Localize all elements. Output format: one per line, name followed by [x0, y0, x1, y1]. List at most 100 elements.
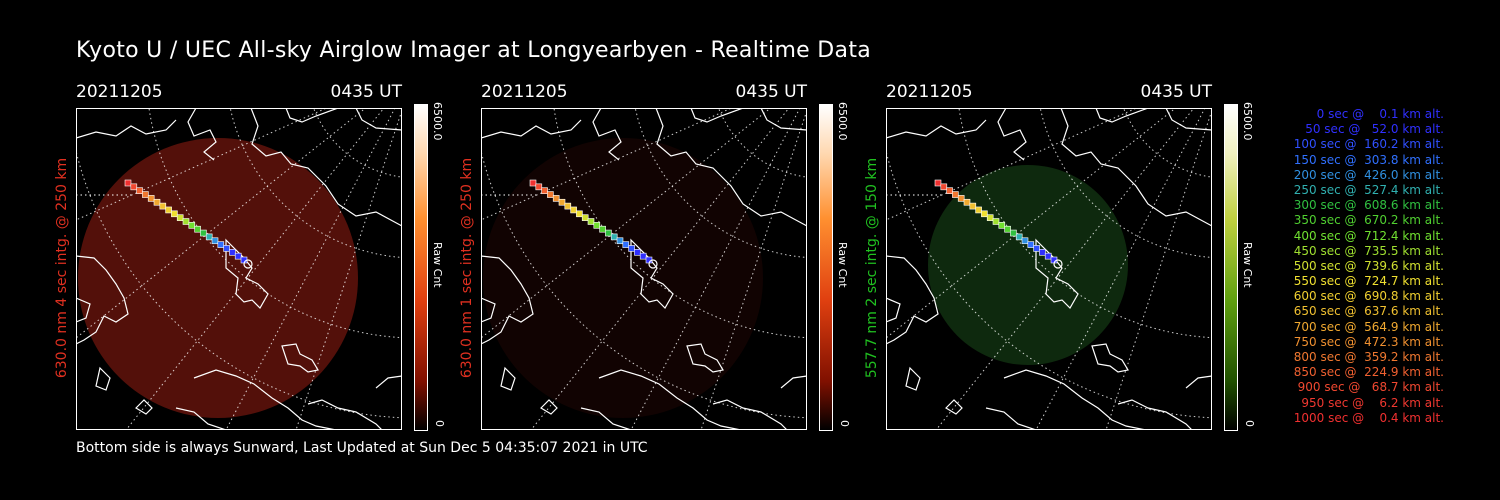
legend-entry: 1000 sec @ 0.4 km alt. [1293, 410, 1444, 425]
panel-date: 20211205 [481, 82, 568, 102]
trajectory-point [1027, 241, 1035, 248]
coastline [500, 366, 516, 391]
trajectory-point [628, 245, 635, 252]
trajectory-point [963, 198, 971, 206]
colorbar-min-label: 0 [838, 420, 851, 427]
coastline [1035, 238, 1079, 309]
trajectory-point [616, 237, 624, 245]
colorbar-min-label: 0 [433, 420, 446, 427]
coastline [1165, 108, 1212, 131]
coastline [95, 366, 111, 391]
coastline [76, 297, 91, 323]
trajectory-point [986, 214, 994, 221]
coastline [686, 343, 724, 373]
coastline [886, 119, 987, 139]
footer-status: Bottom side is always Sunward, Last Upda… [76, 440, 648, 456]
trajectory-point [165, 206, 172, 214]
trajectory-point [1021, 237, 1029, 245]
longitude-grid-line [481, 108, 772, 339]
coastline [598, 369, 742, 430]
trajectory-point [200, 229, 207, 237]
coastline [540, 399, 558, 415]
page-title: Kyoto U / UEC All-sky Airglow Imager at … [76, 38, 872, 63]
longitude-grid-line [1105, 108, 1212, 430]
coastline [375, 375, 402, 389]
coastline [690, 108, 744, 123]
coastline [481, 255, 534, 345]
trajectory-point [952, 191, 959, 198]
legend-entry: 350 sec @ 670.2 km alt. [1289, 213, 1444, 228]
legend-entry: 900 sec @ 68.7 km alt. [1293, 380, 1444, 395]
trajectory-point [634, 249, 641, 256]
legend-entry: 600 sec @ 690.8 km alt. [1289, 289, 1444, 304]
trajectory-point [946, 187, 953, 194]
coastline [655, 108, 807, 227]
coastline [630, 238, 674, 309]
coastline [135, 399, 153, 415]
trajectory-point [547, 191, 554, 198]
trajectory-point [975, 206, 982, 214]
trajectory-point [171, 210, 178, 218]
trajectory-point [998, 222, 1006, 229]
trajectory-point [217, 241, 225, 248]
legend-entry: 550 sec @ 724.7 km alt. [1289, 274, 1444, 289]
coastline [945, 399, 963, 415]
trajectory-point [1033, 245, 1040, 252]
trajectory-point [992, 218, 1000, 225]
coastline [760, 108, 807, 131]
legend-entry: 750 sec @ 472.3 km alt. [1289, 334, 1444, 349]
panel-time: 0435 UT [735, 82, 808, 102]
panel-time: 0435 UT [1140, 82, 1213, 102]
map-frame [481, 108, 807, 430]
legend-entry: 150 sec @ 303.8 km alt. [1289, 152, 1444, 167]
trajectory-point [159, 202, 167, 210]
colorbar-unit-label: Raw Cnt [431, 242, 444, 288]
coastline [712, 399, 788, 430]
legend-entry: 950 sec @ 6.2 km alt. [1297, 395, 1444, 410]
coastline [1091, 343, 1129, 373]
trajectory-point [136, 187, 143, 194]
coastline [481, 119, 582, 139]
map-background [481, 108, 807, 430]
trajectory-point [605, 229, 612, 237]
trajectory-point [940, 183, 948, 191]
trajectory-point [229, 249, 236, 256]
longitude-grid-line [295, 108, 402, 430]
colorbar [414, 104, 428, 431]
trajectory-point [1039, 249, 1046, 256]
map-background [886, 108, 1212, 430]
coastline [1060, 108, 1212, 227]
trajectory-point [581, 214, 589, 221]
trajectory-point [124, 179, 132, 187]
panel-side-label: 557.7 nm 2 sec intg. @ 150 km [864, 157, 880, 379]
trajectory-point [552, 195, 560, 202]
legend-entry: 200 sec @ 426.0 km alt. [1289, 167, 1444, 182]
airglow-field [483, 138, 763, 418]
allsky-map [76, 108, 402, 430]
longitude-grid-line [76, 108, 367, 339]
map-frame [886, 108, 1212, 430]
legend-entry: 50 sec @ 52.0 km alt. [1297, 122, 1444, 137]
colorbar-unit-label: Raw Cnt [1241, 242, 1254, 288]
trajectory-point [593, 222, 601, 229]
trajectory-point [147, 195, 155, 202]
coastline [905, 366, 921, 391]
legend-entry: 800 sec @ 359.2 km alt. [1289, 350, 1444, 364]
longitude-grid-line [530, 108, 790, 430]
coastline [481, 297, 496, 323]
trajectory-point [223, 245, 230, 252]
trajectory-point [188, 222, 196, 229]
longitude-grid-line [700, 108, 807, 430]
allsky-map [481, 108, 807, 430]
coastline [250, 108, 402, 227]
coastline [1117, 399, 1193, 430]
trajectory-point [541, 187, 548, 194]
legend-entry: 300 sec @ 608.6 km alt. [1289, 198, 1444, 213]
trajectory-point [1015, 233, 1023, 241]
colorbar-unit-label: Raw Cnt [836, 242, 849, 288]
trajectory-point [934, 179, 942, 187]
colorbar-min-label: 0 [1243, 420, 1256, 427]
trajectory-point [535, 183, 543, 191]
trajectory-point [558, 198, 566, 206]
trajectory-point [639, 252, 647, 260]
